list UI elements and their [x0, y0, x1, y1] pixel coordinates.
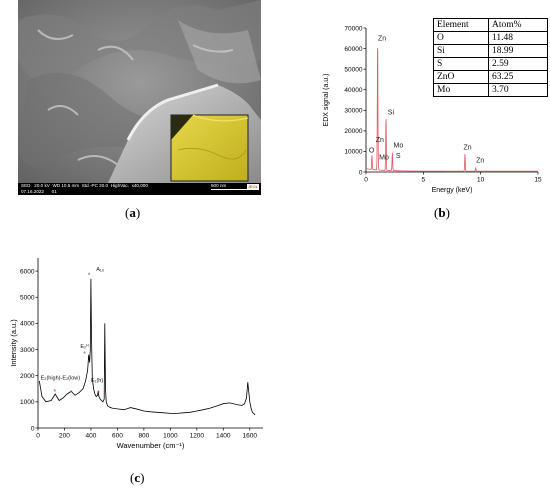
table-row: ZnO 63.25 — [433, 70, 548, 84]
edx-peak-label: Mo — [394, 142, 404, 149]
edx-peak-label: Zn — [476, 158, 484, 165]
y-tick-label: 5000 — [20, 295, 35, 302]
optical-inset — [170, 114, 249, 182]
edx-peak-label: S — [396, 153, 401, 160]
table-cell: ZnO — [433, 70, 489, 84]
caption-a: (a) — [125, 205, 141, 220]
table-header-cell: Element — [433, 18, 489, 32]
table-row: Mo 3.70 — [433, 83, 548, 97]
table-cell: Mo — [433, 83, 489, 97]
table-cell: S — [433, 57, 489, 71]
raman-peak-marker: * — [70, 390, 73, 397]
table-row: O 11.48 — [433, 31, 548, 45]
x-tick-label: 10 — [477, 177, 485, 184]
edx-peak-label: Zn — [376, 137, 384, 144]
caption-c: (c) — [130, 470, 145, 485]
y-tick-label: 20000 — [344, 128, 362, 135]
edx-y-axis-label: EDX signal (a.u.) — [323, 74, 330, 127]
table-cell: 18.99 — [488, 44, 548, 58]
x-tick-label: 600 — [112, 433, 123, 440]
databar-vac: HighVac. — [110, 183, 129, 188]
y-tick-label: 0 — [359, 169, 363, 176]
table-cell: 11.48 — [488, 31, 548, 45]
raman-chart: 0 200 400 600 800 1000 1200 1400 1600 0 1000 2000 30… — [9, 258, 263, 450]
y-tick-label: 30000 — [344, 108, 362, 115]
y-tick-label: 50000 — [344, 66, 362, 73]
table-header-cell: Atom% — [488, 18, 548, 32]
databar-detector: SED — [21, 183, 31, 188]
edx-composition-table: Element Atom% O 11.48 Si 18.99 S 2.59 ZnO 63… — [433, 18, 548, 97]
raman-peak-marker: * — [88, 273, 91, 280]
table-cell: 3.70 — [488, 83, 548, 97]
table-header-row: Element Atom% — [433, 18, 548, 32]
edx-peak-label: Si — [388, 109, 395, 116]
y-tick-label: 40000 — [344, 87, 362, 94]
raman-peak-label: A₁ₒ — [96, 267, 104, 273]
x-tick-label: 5 — [422, 177, 426, 184]
raman-peak-marker: * — [97, 390, 100, 397]
edx-chart-panel: 0 5 10 15 0 10000 20000 30000 40000 50000 60000 700… — [318, 14, 548, 199]
x-tick-label: 1600 — [243, 433, 258, 440]
caption-b: (b) — [434, 205, 450, 220]
table-cell: 2.59 — [488, 57, 548, 71]
y-tick-label: 2000 — [20, 373, 35, 380]
raman-chart-panel: 0 200 400 600 800 1000 1200 1400 1600 0 1000 2000 30… — [8, 250, 270, 460]
raman-peak-label: E₂ᴴ — [80, 343, 89, 350]
raman-peak-marker: * — [83, 351, 86, 358]
sem-databar: SED 20.0 kV WD 10.5 mm Std.-PC 30.0 High… — [21, 183, 260, 195]
table-cell: Si — [433, 44, 489, 58]
table-cell: 63.25 — [488, 70, 548, 84]
table-row: Si 18.99 — [433, 44, 548, 58]
edx-peak-label: O — [369, 147, 375, 154]
y-tick-label: 4000 — [20, 321, 35, 328]
databar-mag: x40,000 — [131, 183, 148, 188]
y-tick-label: 3000 — [20, 347, 35, 354]
edx-peak-label: Zn — [378, 35, 386, 42]
x-tick-label: 0 — [364, 177, 368, 184]
databar-image-no: 01 — [51, 189, 57, 194]
x-tick-label: 0 — [36, 433, 40, 440]
table-cell: O — [433, 31, 489, 45]
databar-std: Std.-PC 30.0 — [81, 183, 109, 188]
x-tick-label: 1000 — [163, 433, 178, 440]
jeol-logo: JEOL — [247, 184, 260, 190]
y-tick-label: 10000 — [344, 149, 362, 156]
sem-image — [18, 0, 261, 195]
y-tick-label: 0 — [31, 425, 35, 432]
raman-peak-marker: * — [53, 389, 56, 396]
databar-date: 07.16.2022 — [21, 189, 44, 194]
edx-x-axis-label: Energy (keV) — [432, 187, 473, 194]
edx-chart: 0 5 10 15 0 10000 20000 30000 40000 50000 60000 700… — [323, 25, 542, 194]
x-tick-label: 1200 — [190, 433, 205, 440]
raman-peak-label: E₂(high)-E₂(low) — [41, 376, 81, 382]
databar-scale: 500 nm — [211, 183, 251, 190]
raman-peak-label: E₁(h) — [91, 378, 103, 384]
x-tick-label: 800 — [138, 433, 149, 440]
y-tick-label: 6000 — [20, 268, 35, 275]
databar-voltage: 20.0 kV — [34, 183, 50, 188]
x-tick-label: 1400 — [216, 433, 231, 440]
x-tick-label: 400 — [86, 433, 97, 440]
x-tick-label: 15 — [534, 177, 542, 184]
edx-peak-label: Zn — [463, 144, 471, 151]
y-tick-label: 1000 — [20, 399, 35, 406]
y-tick-label: 60000 — [344, 46, 362, 53]
databar-wd: WD 10.5 mm — [52, 183, 80, 188]
raman-y-axis-label: Intensity (a.u.) — [9, 319, 18, 367]
edx-spectrum-line — [366, 48, 538, 172]
edx-peak-label: Mo — [379, 155, 389, 162]
table-row: S 2.59 — [433, 57, 548, 71]
y-tick-label: 70000 — [344, 25, 362, 32]
sem-micrograph-panel: SED 20.0 kV WD 10.5 mm Std.-PC 30.0 High… — [18, 0, 261, 195]
raman-x-axis-label: Wavenumber (cm⁻¹) — [117, 441, 185, 450]
x-tick-label: 200 — [59, 433, 70, 440]
raman-spectrum-line — [38, 278, 256, 416]
